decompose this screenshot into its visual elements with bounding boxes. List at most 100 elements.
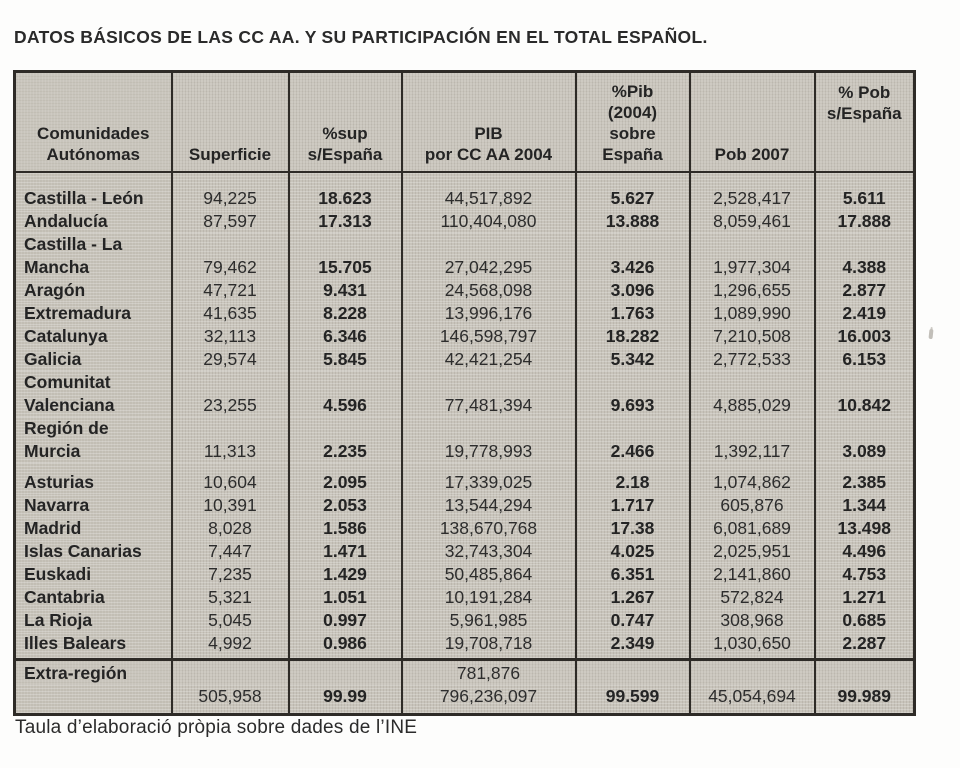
cell-pct-sup: 0.997 [287,608,403,632]
cell-name: Islas Canarias [13,539,173,563]
cell-pob: 1,030,650 [688,631,816,659]
cell-name: Extremadura [13,301,173,325]
cell-pct-sup: 9.431 [287,278,403,302]
cell-pib: 5,961,985 [400,608,577,632]
cell-pib: 44,517,892 [400,171,577,210]
cell-pct-sup: 2.235 [287,416,403,463]
cell-total-superficie: 505,958 [170,684,290,714]
cell-pct-pib: 13.888 [574,209,691,233]
cell-pct-pob: 4.496 [813,539,916,563]
cell-pob: 2,141,860 [688,562,816,586]
cell-pct-pib: 1.763 [574,301,691,325]
cell-pct-pib: 0.747 [574,608,691,632]
cell-name: Navarra [13,493,173,517]
cell-pct-pib: 1.717 [574,493,691,517]
table-row: La Rioja 5,045 0.997 5,961,985 0.747 308… [13,608,916,632]
cell-pob: 572,824 [688,585,816,609]
cell-total-pct-pib: 99.599 [574,684,691,714]
cell-pob: 1,392,117 [688,416,816,463]
cell-pib: 50,485,864 [400,562,577,586]
cell-pct-pob: 2.287 [813,631,916,659]
cell-pct-pob: 5.611 [813,171,916,210]
cell-pct-pob: 17.888 [813,209,916,233]
table-header-row: Comunidades Autónomas Superficie %sup s/… [13,71,916,173]
header-comunidades: Comunidades Autónomas [13,71,173,173]
table-row: Andalucía 87,597 17.313 110,404,080 13.8… [13,209,916,233]
cell-pib: 146,598,797 [400,324,577,348]
cell-pob: 1,977,304 [688,232,816,279]
cell-name: Euskadi [13,562,173,586]
cell-superficie: 29,574 [170,347,290,371]
cell-pct-pob: 13.498 [813,516,916,540]
cell-pct-sup: 1.586 [287,516,403,540]
cell-superficie: 32,113 [170,324,290,348]
table-row: Comunitat Valenciana 23,255 4.596 77,481… [13,370,916,417]
cell-superficie: 47,721 [170,278,290,302]
cell-pib: 19,708,718 [400,631,577,659]
cell-total-name [13,684,173,714]
table-row: Extremadura 41,635 8.228 13,996,176 1.76… [13,301,916,325]
cell-pct-pob: 2.385 [813,462,916,494]
table-row: Illes Balears 4,992 0.986 19,708,718 2.3… [13,631,916,659]
cell-pib: 10,191,284 [400,585,577,609]
cell-pib: 110,404,080 [400,209,577,233]
cell-superficie: 4,992 [170,631,290,659]
header-pct-sup: %sup s/España [287,71,403,173]
table-summary-body: Extra-región 781,876 505,958 99.99 796,2… [13,657,916,714]
cell-superficie: 10,391 [170,493,290,517]
cell-pct-pob: 1.271 [813,585,916,609]
cell-pct-sup: 8.228 [287,301,403,325]
cell-superficie: 5,321 [170,585,290,609]
cell-extra-pct-sup [287,657,403,685]
cell-pob: 2,025,951 [688,539,816,563]
header-pct-pib: %Pib (2004) sobre España [574,71,691,173]
cell-superficie: 11,313 [170,416,290,463]
cell-superficie: 5,045 [170,608,290,632]
cell-superficie: 10,604 [170,462,290,494]
cell-extra-name: Extra-región [13,657,173,685]
cell-pct-pib: 3.096 [574,278,691,302]
cell-pct-sup: 5.845 [287,347,403,371]
cell-total-pob: 45,054,694 [688,684,816,714]
header-superficie: Superficie [170,71,290,173]
table-row: Catalunya 32,113 6.346 146,598,797 18.28… [13,324,916,348]
cc-aa-data-table: Comunidades Autónomas Superficie %sup s/… [13,70,916,716]
cell-pct-pib: 17.38 [574,516,691,540]
cell-pct-pib: 1.267 [574,585,691,609]
cell-pib: 32,743,304 [400,539,577,563]
cell-superficie: 23,255 [170,370,290,417]
cell-superficie: 7,235 [170,562,290,586]
cell-pob: 1,074,862 [688,462,816,494]
cell-pct-sup: 1.471 [287,539,403,563]
cell-superficie: 8,028 [170,516,290,540]
header-pib: PIB por CC AA 2004 [400,71,577,173]
cell-pob: 605,876 [688,493,816,517]
cell-pct-pib: 5.342 [574,347,691,371]
header-pob: Pob 2007 [688,71,816,173]
cell-extra-pct-pob [813,657,916,685]
cell-pct-pib: 2.466 [574,416,691,463]
cell-pct-pob: 3.089 [813,416,916,463]
cell-pct-pob: 6.153 [813,347,916,371]
cell-pob: 308,968 [688,608,816,632]
cell-extra-pct-pib [574,657,691,685]
cell-name: Comunitat Valenciana [13,370,173,417]
cell-pct-sup: 0.986 [287,631,403,659]
cell-pob: 1,296,655 [688,278,816,302]
cell-pct-pob: 10.842 [813,370,916,417]
table-row: Asturias 10,604 2.095 17,339,025 2.18 1,… [13,462,916,494]
cell-pob: 8,059,461 [688,209,816,233]
cell-pct-sup: 2.053 [287,493,403,517]
cell-pct-pib: 6.351 [574,562,691,586]
cell-name: Madrid [13,516,173,540]
cell-pct-sup: 4.596 [287,370,403,417]
scan-artifact [928,328,934,340]
cell-pob: 6,081,689 [688,516,816,540]
cell-name: Aragón [13,278,173,302]
cell-pib: 17,339,025 [400,462,577,494]
cell-pob: 2,772,533 [688,347,816,371]
cell-superficie: 87,597 [170,209,290,233]
cell-pib: 13,996,176 [400,301,577,325]
cell-name: Castilla - León [13,171,173,210]
cell-pct-sup: 17.313 [287,209,403,233]
